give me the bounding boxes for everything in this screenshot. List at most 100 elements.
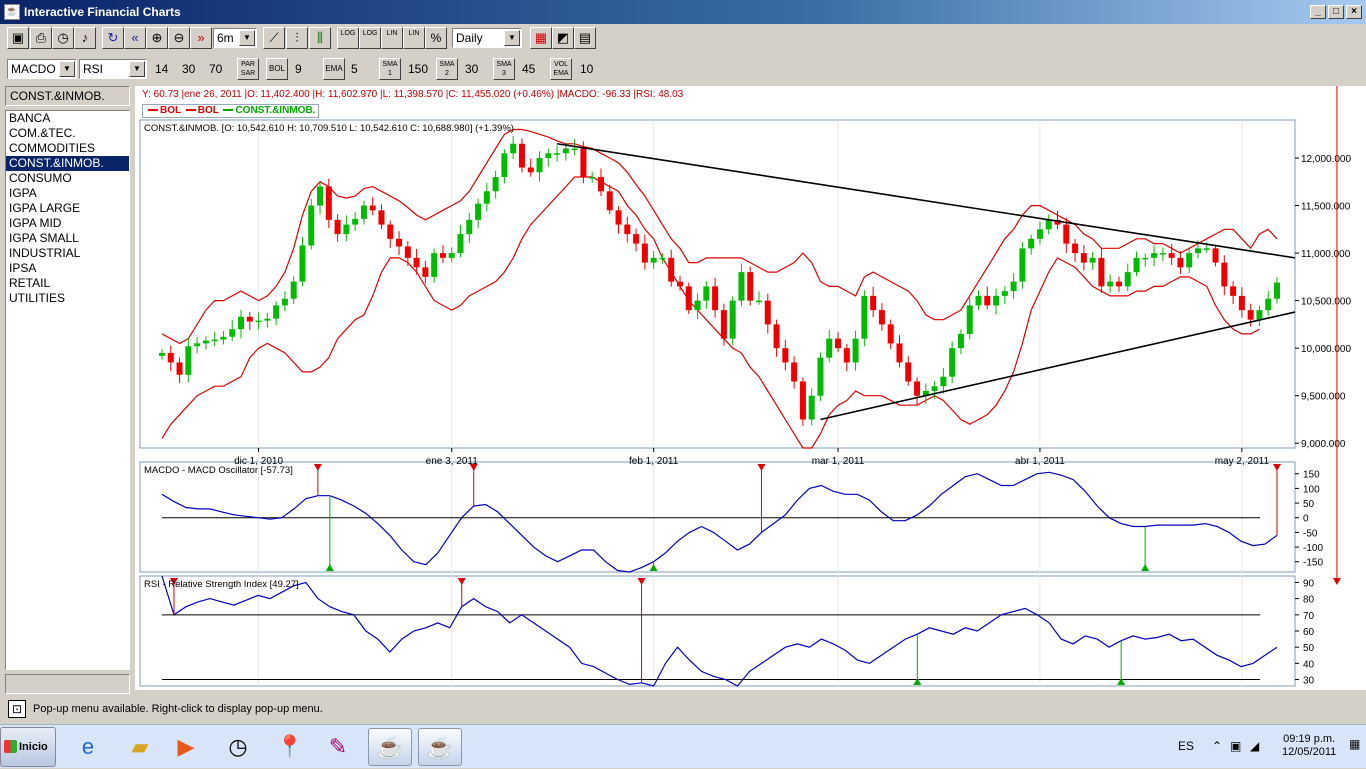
param3-field[interactable]: 70 xyxy=(205,59,229,79)
param2-field[interactable]: 30 xyxy=(178,59,202,79)
sidebar-item[interactable]: IGPA LARGE xyxy=(9,201,81,215)
log-scale-button[interactable]: LOG xyxy=(337,27,359,49)
clock-app-icon[interactable]: ◷ xyxy=(228,734,248,759)
lin-label: LIN xyxy=(408,30,420,37)
ema-label: EMA xyxy=(325,64,343,73)
sell-signal-marker xyxy=(1273,464,1281,471)
clock[interactable]: 09:19 p.m. 12/05/2011 xyxy=(1282,733,1336,759)
media-player-icon[interactable]: ▶ xyxy=(177,734,195,759)
print-icon[interactable]: ⎙ xyxy=(30,27,52,49)
candle-body xyxy=(676,281,683,287)
chevron-down-icon[interactable]: ▼ xyxy=(504,30,520,46)
zoom-in-icon[interactable]: ⊕ xyxy=(146,27,168,49)
percent-button[interactable]: % xyxy=(425,27,447,49)
paint-icon[interactable]: ✎ xyxy=(328,734,348,759)
candle-body xyxy=(1186,253,1193,268)
bol-button[interactable]: BOL xyxy=(266,58,288,80)
chevron-down-icon[interactable]: ▼ xyxy=(59,61,75,77)
candle-body xyxy=(1274,282,1280,299)
chevron-down-icon[interactable]: ▼ xyxy=(129,61,145,77)
line-chart-icon[interactable]: ⟋ xyxy=(263,27,285,49)
sma2-period-field[interactable]: 30 xyxy=(461,59,485,79)
candle-body xyxy=(720,310,727,339)
chart-settings-icon[interactable]: ◩ xyxy=(552,27,574,49)
sma1-button[interactable]: SMA 1 xyxy=(379,58,401,80)
color-palette-icon[interactable]: ▦ xyxy=(530,27,552,49)
candle-body xyxy=(1115,281,1122,287)
sidebar-item[interactable]: INDUSTRIAL xyxy=(9,246,81,260)
ema-period-field[interactable]: 5 xyxy=(347,59,367,79)
sidebar-item[interactable]: UTILITIES xyxy=(9,291,66,305)
candle-body xyxy=(861,295,868,339)
bol-period-field[interactable]: 9 xyxy=(291,59,311,79)
refresh-icon[interactable]: ↻ xyxy=(102,27,124,49)
java-task-icon[interactable]: ☕ xyxy=(368,728,412,766)
period-select[interactable]: 6m ▼ xyxy=(213,28,257,48)
sma3-button[interactable]: SMA 3 xyxy=(493,58,515,80)
scroll-right-icon[interactable]: » xyxy=(190,27,212,49)
internet-explorer-icon[interactable]: e xyxy=(81,734,95,759)
sidebar-item[interactable]: BANCA xyxy=(9,111,51,125)
zoom-out-icon[interactable]: ⊖ xyxy=(168,27,190,49)
scroll-left-icon[interactable]: « xyxy=(124,27,146,49)
chart-area[interactable]: Y: 60.73 |ene 26, 2011 |O: 11,402.400 |H… xyxy=(135,86,1366,690)
sidebar-item[interactable]: IGPA MID xyxy=(9,216,62,230)
sidebar-item[interactable]: IPSA xyxy=(9,261,37,275)
volema-period-field[interactable]: 10 xyxy=(576,59,600,79)
data-table-icon[interactable]: ▤ xyxy=(574,27,596,49)
parsar-button[interactable]: PAR SAR xyxy=(237,58,259,80)
sidebar-item[interactable]: CONSUMO xyxy=(9,171,72,185)
indicator2-select[interactable]: RSI ▼ xyxy=(79,59,147,79)
folder-icon[interactable]: ▰ xyxy=(131,734,149,759)
sma3-period-field[interactable]: 45 xyxy=(518,59,542,79)
network-icon[interactable]: ▣ xyxy=(1230,739,1242,753)
sound-icon[interactable]: ♪ xyxy=(74,27,96,49)
candle-body xyxy=(914,381,921,396)
start-button[interactable]: Inicio xyxy=(0,727,56,767)
candle-body xyxy=(1001,291,1008,296)
lin-scale-button[interactable]: LIN xyxy=(381,27,403,49)
log-compare-button[interactable]: LOG xyxy=(359,27,381,49)
sidebar-item[interactable]: COM.&TEC. xyxy=(9,126,76,140)
minimize-button[interactable]: _ xyxy=(1310,5,1326,19)
bol-swatch xyxy=(148,109,158,112)
sidebar-item[interactable]: IGPA xyxy=(9,186,37,200)
lin-compare-button[interactable]: LIN xyxy=(403,27,425,49)
volema-button[interactable]: VOL EMA xyxy=(550,58,572,80)
selected-sector: CONST.&INMOB. xyxy=(5,86,130,106)
chevron-down-icon[interactable]: ▼ xyxy=(239,30,255,46)
resistance-trendline xyxy=(556,142,1296,259)
candle-body xyxy=(1080,253,1087,263)
sidebar-item[interactable]: IGPA SMALL xyxy=(9,231,79,245)
show-desktop-icon[interactable]: ▦ xyxy=(1349,737,1361,751)
sma1-period-field[interactable]: 150 xyxy=(404,59,432,79)
close-button[interactable]: × xyxy=(1346,5,1362,19)
sidebar-item[interactable]: CONST.&INMOB. xyxy=(6,156,129,171)
ema-button[interactable]: EMA xyxy=(323,58,345,80)
tray-expand-icon[interactable]: ⌃ xyxy=(1212,739,1223,753)
maximize-button[interactable]: □ xyxy=(1328,5,1344,19)
param1-field[interactable]: 14 xyxy=(151,59,175,79)
sma1-label: SMA 1 xyxy=(382,61,398,77)
title-bar[interactable]: ☕ Interactive Financial Charts _ □ × xyxy=(0,0,1366,24)
candle-body xyxy=(422,267,429,277)
chart-canvas[interactable]: 12,000.000 11,500.000 11,000.000 10,500.000… xyxy=(135,86,1366,690)
java-task-icon[interactable]: ☕ xyxy=(418,728,462,766)
pane-frame xyxy=(139,461,1296,573)
java-app-icon: ☕ xyxy=(4,4,20,20)
timer-icon[interactable]: ◷ xyxy=(52,27,74,49)
bar-chart-icon[interactable]: ⫶ xyxy=(286,27,308,49)
candle-body xyxy=(1010,281,1017,292)
signal-icon[interactable]: ◢ xyxy=(1250,739,1260,753)
sidebar-item[interactable]: RETAIL xyxy=(9,276,51,290)
sma2-button[interactable]: SMA 2 xyxy=(436,58,458,80)
interval-select[interactable]: Daily ▼ xyxy=(452,28,522,48)
pushpin-icon[interactable]: 📍 xyxy=(276,734,304,759)
candlestick-icon[interactable]: ⫼ xyxy=(309,27,331,49)
sell-signal-marker xyxy=(1332,578,1341,585)
indicator1-select[interactable]: MACDO ▼ xyxy=(7,59,77,79)
language-indicator[interactable]: ES xyxy=(1178,739,1195,753)
sidebar-item[interactable]: COMMODITIES xyxy=(9,141,95,155)
interval-value: Daily xyxy=(456,31,483,45)
new-chart-icon[interactable]: ▣ xyxy=(7,27,29,49)
